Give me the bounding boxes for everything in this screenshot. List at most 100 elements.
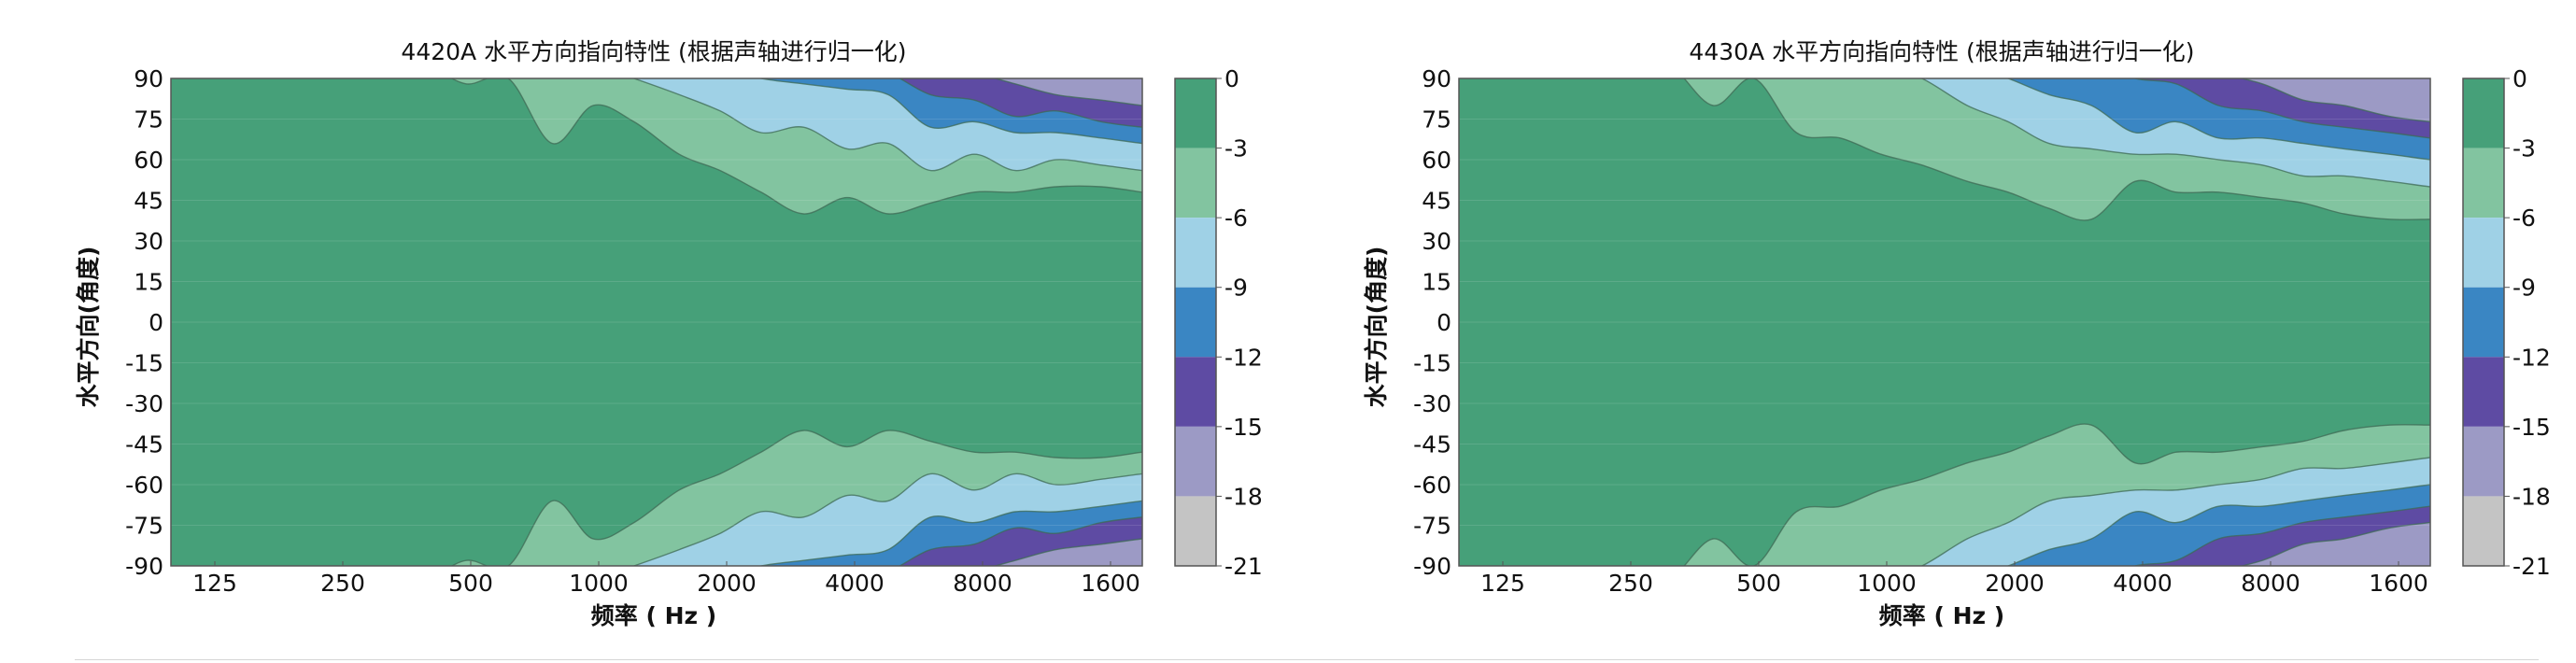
y-tick-label: -90	[1413, 553, 1451, 580]
x-tick-label: 2000	[697, 570, 757, 597]
x-tick-label: 2000	[1985, 570, 2045, 597]
colorbar-segment	[2463, 496, 2504, 566]
x-tick-label: 500	[1736, 570, 1781, 597]
chart-title: 4420A 水平方向指向特性 (根据声轴进行归一化)	[401, 38, 906, 65]
contour-line-lower-2	[1920, 457, 2430, 566]
contour-line-upper-4	[899, 78, 1142, 128]
colorbar-tick-label: -15	[2512, 414, 2551, 441]
x-axis-label: 频率 ( Hz )	[1879, 602, 2004, 629]
contour-line-upper-5	[993, 78, 1142, 106]
contour-line-lower-5	[993, 538, 1142, 566]
y-tick-label: -60	[125, 472, 163, 499]
x-tick-label: 4000	[2113, 570, 2173, 597]
colorbar-tick-label: -9	[2512, 275, 2536, 302]
colorbar-segment	[2463, 357, 2504, 427]
x-tick-label: 500	[448, 570, 493, 597]
y-axis-label: 水平方向(角度)	[75, 247, 102, 408]
x-tick-label: 1600	[2369, 570, 2428, 597]
y-tick-label: -45	[1413, 431, 1451, 458]
colorbar-segment	[1175, 426, 1216, 497]
colorbar-tick-label: -18	[2512, 483, 2551, 510]
grid	[1459, 119, 2430, 526]
x-tick-label: 1600	[1081, 570, 1140, 597]
contour-line-upper-2	[631, 78, 1142, 172]
contour-line-lower-2	[631, 473, 1142, 566]
colorbar-tick-label: -6	[1224, 205, 1248, 232]
y-tick-label: -15	[1413, 350, 1451, 377]
y-tick-label: 90	[1422, 65, 1451, 92]
y-tick-label: 0	[1437, 309, 1451, 336]
x-tick-label: 4000	[825, 570, 885, 597]
chart-4420a: 4420A 水平方向指向特性 (根据声轴进行归一化) 水平方向(角度) 频率 (…	[75, 38, 1263, 629]
colorbar-tick-label: 0	[2512, 65, 2527, 92]
contour-line-upper-3	[2006, 78, 2430, 161]
colorbar-segment	[1175, 78, 1216, 148]
y-tick-label: -90	[125, 553, 163, 580]
y-tick-label: 90	[134, 65, 163, 92]
colorbar-segment	[1175, 496, 1216, 566]
colorbar-segment	[1175, 148, 1216, 219]
plot-frame	[170, 78, 1143, 567]
y-axis-label: 水平方向(角度)	[1363, 247, 1390, 408]
x-axis-label: 频率 ( Hz )	[591, 602, 716, 629]
colorbar-tick-label: -12	[2512, 344, 2551, 371]
contour-line-upper-4	[2132, 78, 2430, 139]
colorbar-frame	[2462, 78, 2505, 567]
y-tick-label: -30	[1413, 390, 1451, 417]
contour-region-upper-5	[2242, 78, 2430, 122]
contour-line-lower-1	[450, 430, 1142, 566]
page-divider	[75, 659, 2539, 660]
x-tick-label: 125	[1480, 570, 1525, 597]
y-tick-label: 60	[134, 147, 163, 174]
contour-region-lower-5	[995, 539, 1142, 566]
colorbar-tick-label: 0	[1224, 65, 1239, 92]
contour-line-lower-5	[2239, 521, 2430, 566]
y-tick-label: 45	[134, 188, 163, 215]
contour-line-lower-3	[2006, 484, 2430, 566]
colorbar-tick-label: -6	[2512, 205, 2536, 232]
chart-panel-4420a: 4420A 水平方向指向特性 (根据声轴进行归一化) 水平方向(角度) 频率 (…	[0, 0, 1288, 644]
plot-frame	[1458, 78, 2431, 567]
colorbar-segment	[2463, 287, 2504, 358]
colorbar-segment	[1175, 218, 1216, 288]
y-tick-label: 0	[149, 309, 163, 336]
colorbar-frame	[1174, 78, 1217, 567]
colorbar-segment	[2463, 218, 2504, 288]
x-tick-label: 1000	[1857, 570, 1917, 597]
contour-line-upper-2	[1920, 78, 2430, 188]
y-tick-label: -30	[125, 390, 163, 417]
colorbar-segment	[1175, 287, 1216, 358]
x-tick-label: 250	[1608, 570, 1653, 597]
y-tick-label: 45	[1422, 188, 1451, 215]
contour-line-lower-1	[1683, 423, 2430, 566]
y-tick-label: 60	[1422, 147, 1451, 174]
chart-panel-4430a: 4430A 水平方向指向特性 (根据声轴进行归一化) 水平方向(角度) 频率 (…	[1288, 0, 2576, 644]
colorbar-segment	[2463, 148, 2504, 219]
chart-title: 4430A 水平方向指向特性 (根据声轴进行归一化)	[1689, 38, 2194, 65]
y-tick-label: 15	[1422, 269, 1451, 296]
colorbar-tick-label: -9	[1224, 275, 1248, 302]
colorbar-segment	[1175, 357, 1216, 427]
colorbar-tick-label: -3	[2512, 135, 2536, 162]
x-tick-label: 1000	[569, 570, 629, 597]
y-tick-label: -60	[1413, 472, 1451, 499]
colorbar-segment	[2463, 78, 2504, 148]
contour-line-lower-3	[757, 500, 1142, 566]
contour-line-upper-1	[1683, 78, 2430, 221]
colorbar-tick-label: -12	[1224, 344, 1263, 371]
colorbar-tick-label: -21	[1224, 553, 1263, 580]
contour-line-lower-4	[899, 516, 1142, 566]
contour-line-upper-3	[757, 78, 1142, 145]
colorbar-tick-label: -15	[1224, 414, 1263, 441]
y-tick-label: -75	[125, 513, 163, 540]
contour-line-upper-1	[450, 78, 1142, 215]
x-tick-label: 125	[192, 570, 237, 597]
y-tick-label: -75	[1413, 513, 1451, 540]
y-tick-label: 75	[134, 106, 163, 134]
colorbar-tick-label: -18	[1224, 483, 1263, 510]
contour-region-lower-5	[2242, 522, 2430, 566]
y-tick-label: -15	[125, 350, 163, 377]
y-tick-label: 15	[134, 269, 163, 296]
contour-line-upper-5	[2239, 78, 2430, 123]
colorbar-tick-label: -3	[1224, 135, 1248, 162]
